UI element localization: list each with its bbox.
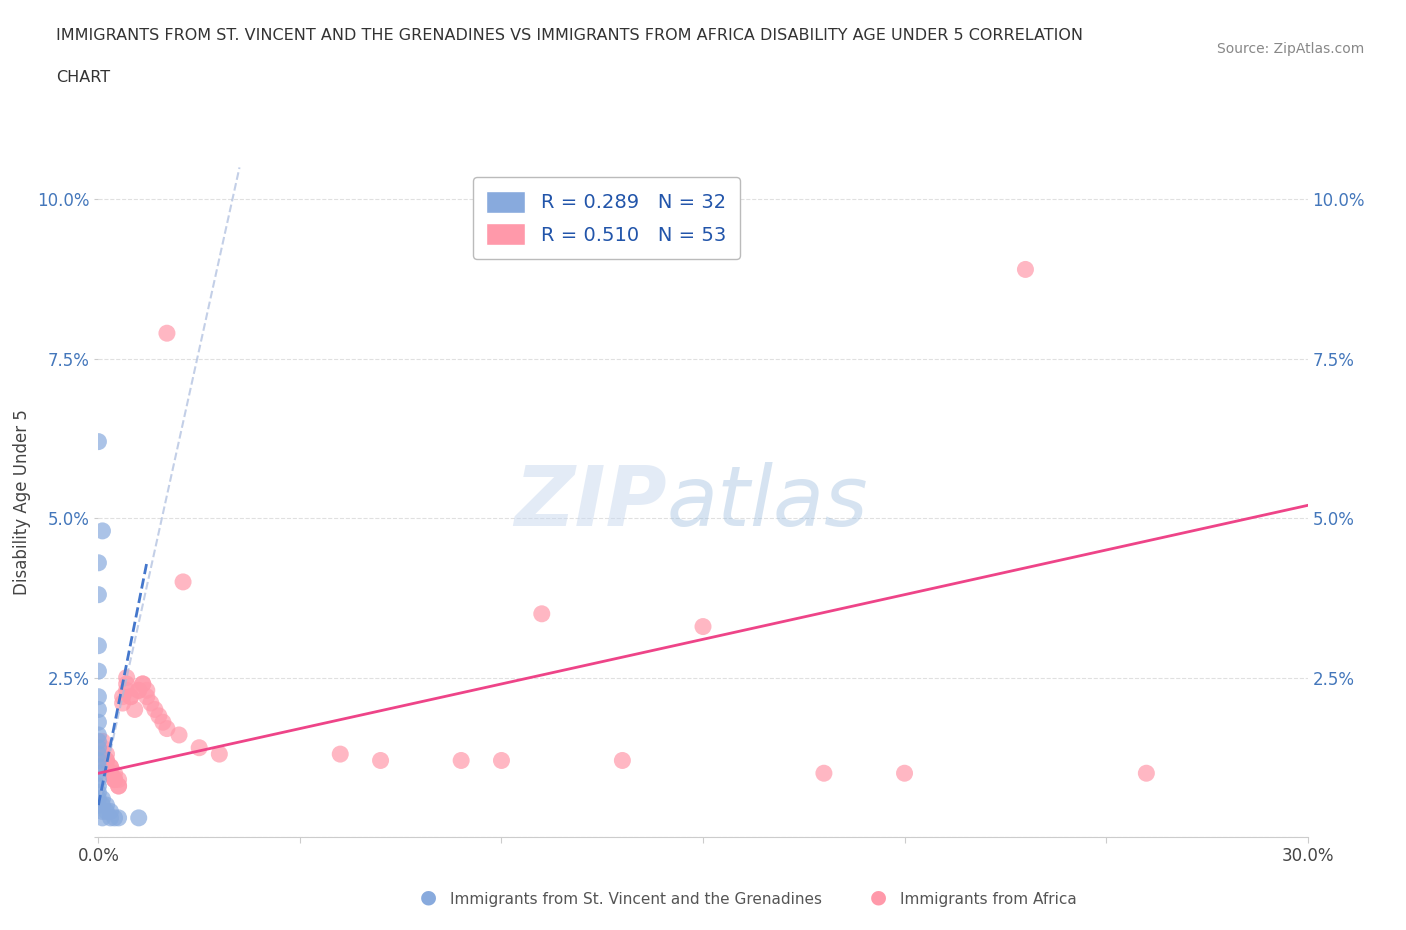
Point xyxy=(87,765,110,780)
Point xyxy=(96,753,118,768)
Point xyxy=(91,740,114,755)
Point xyxy=(450,753,472,768)
Text: ●: ● xyxy=(420,888,437,907)
Point xyxy=(87,689,110,704)
Point xyxy=(100,760,122,775)
Point xyxy=(107,778,129,793)
Point xyxy=(107,772,129,787)
Point xyxy=(107,778,129,793)
Y-axis label: Disability Age Under 5: Disability Age Under 5 xyxy=(13,409,31,595)
Point xyxy=(91,810,114,825)
Point xyxy=(132,676,155,691)
Point xyxy=(143,702,166,717)
Point xyxy=(96,753,118,768)
Point xyxy=(172,575,194,590)
Point xyxy=(370,753,392,768)
Point xyxy=(100,804,122,819)
Point xyxy=(893,765,915,780)
Point xyxy=(91,798,114,813)
Text: Immigrants from Africa: Immigrants from Africa xyxy=(900,892,1077,907)
Point xyxy=(128,683,150,698)
Point xyxy=(91,747,114,762)
Point xyxy=(103,810,125,825)
Point xyxy=(120,689,142,704)
Point xyxy=(103,765,125,780)
Point xyxy=(91,804,114,819)
Point xyxy=(813,765,835,780)
Point xyxy=(188,740,211,755)
Point xyxy=(167,727,190,742)
Point xyxy=(91,524,114,538)
Point xyxy=(100,760,122,775)
Point xyxy=(87,702,110,717)
Point xyxy=(100,765,122,780)
Point xyxy=(96,798,118,813)
Point xyxy=(107,810,129,825)
Text: ZIP: ZIP xyxy=(515,461,666,543)
Point xyxy=(87,715,110,730)
Point xyxy=(87,760,110,775)
Point xyxy=(87,747,110,762)
Point xyxy=(132,676,155,691)
Point xyxy=(111,696,134,711)
Point xyxy=(87,740,110,755)
Text: IMMIGRANTS FROM ST. VINCENT AND THE GRENADINES VS IMMIGRANTS FROM AFRICA DISABIL: IMMIGRANTS FROM ST. VINCENT AND THE GREN… xyxy=(56,28,1083,43)
Point xyxy=(612,753,634,768)
Point xyxy=(115,676,138,691)
Point xyxy=(128,810,150,825)
Point xyxy=(1014,262,1036,277)
Point xyxy=(208,747,231,762)
Point xyxy=(87,753,110,768)
Point xyxy=(124,702,146,717)
Point xyxy=(87,791,110,806)
Point xyxy=(103,772,125,787)
Point xyxy=(87,434,110,449)
Point xyxy=(87,798,110,813)
Point xyxy=(87,772,110,787)
Point xyxy=(100,810,122,825)
Point xyxy=(329,747,352,762)
Text: CHART: CHART xyxy=(56,70,110,85)
Point xyxy=(115,671,138,685)
Point xyxy=(91,734,114,749)
Point xyxy=(103,772,125,787)
Point xyxy=(115,683,138,698)
Text: Source: ZipAtlas.com: Source: ZipAtlas.com xyxy=(1216,42,1364,56)
Point xyxy=(87,638,110,653)
Point xyxy=(103,772,125,787)
Point xyxy=(111,689,134,704)
Point xyxy=(96,747,118,762)
Point xyxy=(135,689,157,704)
Point xyxy=(100,765,122,780)
Point xyxy=(87,785,110,800)
Point xyxy=(128,683,150,698)
Point xyxy=(156,326,179,340)
Point xyxy=(692,619,714,634)
Point xyxy=(491,753,513,768)
Point xyxy=(87,778,110,793)
Point xyxy=(96,804,118,819)
Point xyxy=(87,727,110,742)
Point xyxy=(91,791,114,806)
Point xyxy=(120,689,142,704)
Text: Immigrants from St. Vincent and the Grenadines: Immigrants from St. Vincent and the Gren… xyxy=(450,892,823,907)
Point xyxy=(96,760,118,775)
Point xyxy=(530,606,553,621)
Text: ●: ● xyxy=(870,888,887,907)
Point xyxy=(87,587,110,602)
Point xyxy=(135,683,157,698)
Point xyxy=(87,555,110,570)
Point xyxy=(148,709,170,724)
Point xyxy=(87,734,110,749)
Point xyxy=(1135,765,1157,780)
Point xyxy=(156,721,179,736)
Point xyxy=(139,696,162,711)
Point xyxy=(87,664,110,679)
Legend: R = 0.289   N = 32, R = 0.510   N = 53: R = 0.289 N = 32, R = 0.510 N = 53 xyxy=(472,177,740,259)
Text: atlas: atlas xyxy=(666,461,869,543)
Point xyxy=(152,715,174,730)
